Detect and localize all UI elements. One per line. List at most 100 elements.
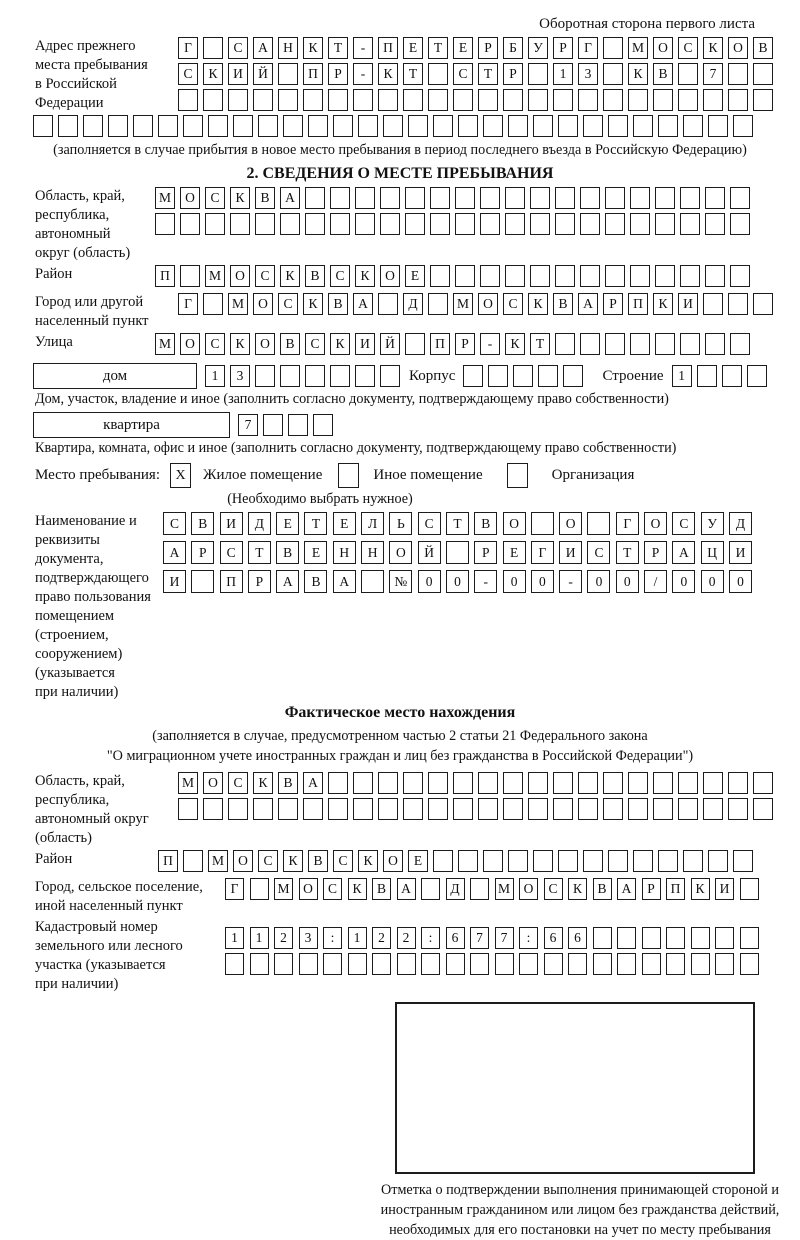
char-box xyxy=(703,772,723,794)
char-box xyxy=(583,115,603,137)
char-box xyxy=(530,265,550,287)
checkbox-other-premises xyxy=(338,463,360,488)
char-box: Г xyxy=(615,512,639,535)
char-box: М xyxy=(205,265,225,287)
char-box: О xyxy=(230,265,250,287)
char-box xyxy=(715,927,734,949)
char-box: Т xyxy=(530,333,550,355)
char-box: С xyxy=(255,265,275,287)
char-box: 1 xyxy=(225,927,244,949)
char-box xyxy=(753,798,773,820)
char-box: К xyxy=(303,293,323,315)
char-box xyxy=(641,927,661,949)
apartment-label-box: квартира xyxy=(33,412,230,438)
char-box: Ц xyxy=(700,541,724,564)
char-box: М xyxy=(208,850,228,872)
char-box xyxy=(361,570,385,593)
char-box xyxy=(730,187,750,209)
char-box: В xyxy=(328,293,348,315)
char-box xyxy=(233,115,253,137)
confirmation-stamp-caption: Отметка о подтверждении выполнения прини… xyxy=(380,1182,780,1238)
char-box: 2 xyxy=(396,927,416,949)
char-box xyxy=(328,772,348,794)
char-box: К xyxy=(355,265,375,287)
char-box: К xyxy=(303,37,323,59)
char-box xyxy=(430,265,450,287)
char-box: Е xyxy=(304,541,328,564)
char-box xyxy=(483,115,503,137)
char-box xyxy=(733,850,753,872)
char-box xyxy=(578,89,598,111)
char-box xyxy=(753,772,773,794)
char-box: Т xyxy=(247,541,271,564)
char-box: М xyxy=(494,878,514,900)
char-box xyxy=(678,772,698,794)
char-box: К xyxy=(703,37,723,59)
char-box xyxy=(555,333,575,355)
char-box: А xyxy=(280,187,300,209)
char-box: : xyxy=(519,927,538,949)
char-box xyxy=(578,798,598,820)
char-box xyxy=(455,187,475,209)
char-box: И xyxy=(678,293,698,315)
char-box xyxy=(678,798,698,820)
char-box: М xyxy=(228,293,248,315)
char-box xyxy=(705,333,725,355)
char-box: О xyxy=(389,541,413,564)
char-box xyxy=(605,333,625,355)
char-box: Т xyxy=(478,63,498,85)
char-box xyxy=(538,365,559,387)
char-box xyxy=(658,115,678,137)
char-box: В xyxy=(474,512,498,535)
char-box: Ь xyxy=(389,512,413,535)
char-box xyxy=(483,850,503,872)
char-box xyxy=(308,115,328,137)
char-box: 1 xyxy=(347,927,367,949)
char-box xyxy=(608,850,628,872)
char-box: 7 xyxy=(494,927,514,949)
city-label: Город или другой населенный пункт xyxy=(35,294,149,329)
char-box xyxy=(513,365,534,387)
char-box xyxy=(480,213,500,235)
char-box: Р xyxy=(641,878,661,900)
char-box: С xyxy=(678,37,698,59)
char-box xyxy=(739,953,759,975)
char-box: И xyxy=(228,63,248,85)
char-box xyxy=(353,772,373,794)
house-note: Дом, участок, владение и иное (заполнить… xyxy=(35,391,669,407)
char-box: П xyxy=(158,850,178,872)
char-box xyxy=(405,213,425,235)
char-box xyxy=(403,772,423,794)
char-box: Р xyxy=(644,541,668,564)
prev-address-row-4 xyxy=(33,115,800,137)
char-box xyxy=(628,798,648,820)
char-box xyxy=(355,365,375,387)
char-box xyxy=(583,850,603,872)
street-label: Улица xyxy=(35,334,73,350)
char-box: И xyxy=(355,333,375,355)
char-box: А xyxy=(353,293,373,315)
char-box: 0 xyxy=(445,570,469,593)
char-box xyxy=(405,187,425,209)
char-box xyxy=(605,213,625,235)
char-box: А xyxy=(332,570,356,593)
char-box xyxy=(553,89,573,111)
char-box xyxy=(558,115,578,137)
char-box: Е xyxy=(332,512,356,535)
actual-region-label: Область, край, республика, автономный ок… xyxy=(35,773,149,846)
actual-region-row-2 xyxy=(178,798,778,820)
char-box: 0 xyxy=(672,570,696,593)
char-box: / xyxy=(644,570,668,593)
char-box xyxy=(543,953,563,975)
char-box xyxy=(470,878,489,900)
char-box xyxy=(505,213,525,235)
char-box: 0 xyxy=(530,570,554,593)
char-box xyxy=(428,89,448,111)
char-box: В xyxy=(305,265,325,287)
char-box xyxy=(255,365,275,387)
char-box: К xyxy=(378,63,398,85)
char-box xyxy=(703,798,723,820)
